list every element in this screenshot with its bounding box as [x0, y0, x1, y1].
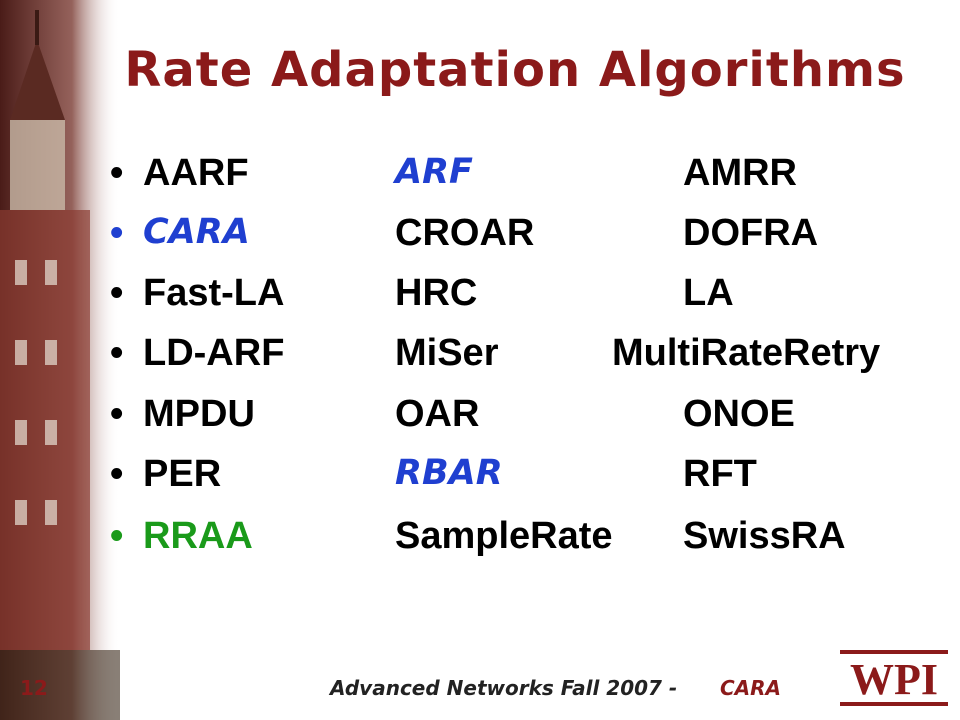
list-row: • PER RBAR RFT: [0, 453, 960, 513]
slide-title: Rate Adaptation Algorithms: [124, 42, 906, 98]
algorithm-name: DOFRA: [683, 212, 819, 254]
algorithm-name: AMRR: [683, 152, 797, 194]
bullet: •: [110, 152, 124, 194]
algorithm-name: RFT: [683, 453, 757, 495]
list-row: • Fast-LA HRC LA: [0, 272, 960, 332]
footer-highlight: CARA: [720, 676, 782, 700]
bullet: •: [110, 393, 124, 435]
algorithm-name: PER: [143, 453, 222, 495]
bullet: •: [110, 212, 124, 254]
algorithm-name: MiSer: [395, 332, 499, 374]
algorithm-name: OAR: [395, 393, 480, 435]
algorithm-name: LD-ARF: [143, 332, 285, 374]
algorithm-name: MPDU: [143, 393, 255, 435]
algorithm-name: ONOE: [683, 393, 795, 435]
page-number: 12: [20, 676, 48, 700]
bullet: •: [110, 515, 124, 557]
algorithm-name: MultiRateRetry: [612, 332, 881, 374]
footer-text: Advanced Networks Fall 2007 -: [330, 676, 685, 700]
algorithm-name: SwissRA: [683, 515, 846, 557]
algorithm-name: CROAR: [395, 212, 535, 254]
list-row: • AARF ARF AMRR: [0, 152, 960, 212]
algorithm-name: HRC: [395, 272, 478, 314]
bullet: •: [110, 332, 124, 374]
logo-text: WPI: [850, 655, 938, 704]
algorithm-name: SampleRate: [395, 515, 613, 557]
bullet: •: [110, 453, 124, 495]
algorithm-name: Fast-LA: [143, 272, 285, 314]
algorithm-name: LA: [683, 272, 734, 314]
algorithm-name: AARF: [143, 152, 249, 194]
algorithm-name: ARF: [395, 152, 473, 192]
list-row: • LD-ARF MiSer MultiRateRetry: [0, 332, 960, 392]
list-row: • CARA CROAR DOFRA: [0, 212, 960, 272]
list-row: • RRAA SampleRate SwissRA: [0, 515, 960, 575]
side-photo: [0, 0, 120, 720]
algorithm-name: CARA: [143, 212, 250, 252]
bullet: •: [110, 272, 124, 314]
algorithm-name: RRAA: [143, 515, 253, 557]
algorithm-name: RBAR: [395, 453, 503, 493]
logo: WPI: [840, 650, 948, 706]
list-row: • MPDU OAR ONOE: [0, 393, 960, 453]
